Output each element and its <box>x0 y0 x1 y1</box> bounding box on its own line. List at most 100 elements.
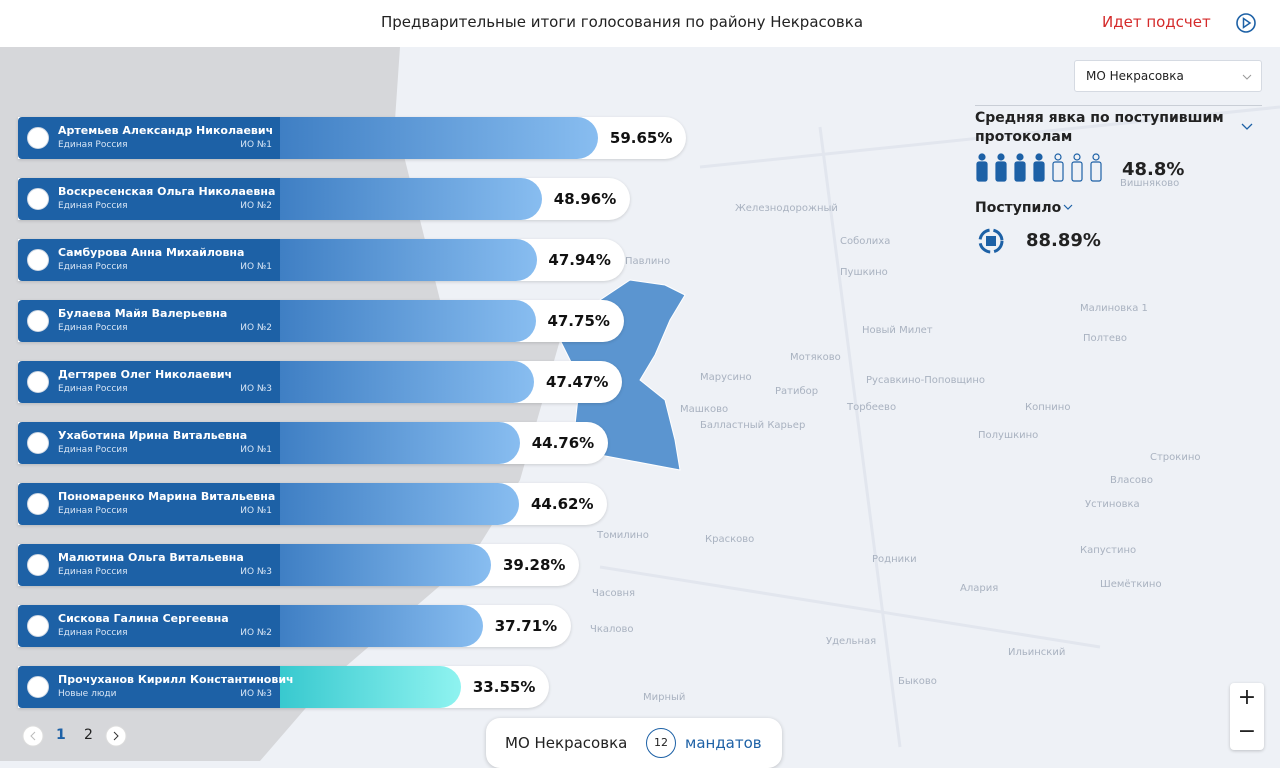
map-label: Власово <box>1110 475 1154 486</box>
prev-page[interactable] <box>22 725 44 747</box>
map-label: Железнодорожный <box>735 203 838 214</box>
candidate-info: Сискова Галина Сергеевна Единая Россия ИО … <box>18 605 280 647</box>
result-bar <box>280 178 543 220</box>
candidate-row: Воскресенская Ольга Николаевна Единая Рос… <box>18 178 686 220</box>
header: Предварительные итоги голосования по рай… <box>0 0 1280 47</box>
map-label: Мотяково <box>790 352 841 363</box>
map-label: Полушкино <box>978 430 1039 441</box>
collapse[interactable] <box>1240 122 1254 132</box>
candidate-info: Пономаренко Марина Витальевна Единая Росс… <box>18 483 280 525</box>
party-name: Единая Россия <box>58 140 128 150</box>
map-label: Торбеево <box>847 402 897 413</box>
candidate-name: Самбурова Анна Михайловна <box>58 246 245 259</box>
percent-label: 47.94% <box>548 251 611 269</box>
result-bar <box>280 605 483 647</box>
result-bar <box>280 239 537 281</box>
result-bar <box>280 544 492 586</box>
party-logo <box>27 432 49 454</box>
party-name: Единая Россия <box>58 567 128 577</box>
candidate-row: Артемьев Александр Николаевич Единая Росс… <box>18 117 687 159</box>
percent-label: 44.62% <box>531 495 594 513</box>
candidate-name: Прочуханов Кирилл Константинович <box>58 673 294 686</box>
candidate-name: Дегтярев Олег Николаевич <box>58 368 233 381</box>
district: ИО №1 <box>240 445 272 455</box>
party-name: Единая Россия <box>58 384 128 394</box>
candidate-info: Малютина Ольга Витальевна Единая Россия ИО… <box>18 544 280 586</box>
percent-label: 48.96% <box>553 190 617 208</box>
zoom-in[interactable]: + <box>1237 685 1257 710</box>
percent-label: 44.76% <box>531 434 595 452</box>
map-label: Красково <box>705 534 755 545</box>
turnout-value: 48.8% <box>1122 159 1185 180</box>
person-icon <box>1052 153 1064 182</box>
candidate-info: Ухаботина Ирина Витальевна Единая Россия И… <box>18 422 280 464</box>
party-logo <box>27 554 49 576</box>
party-logo <box>27 188 49 210</box>
candidate-row: Ухаботина Ирина Витальевна Единая Россия И… <box>18 422 686 464</box>
percent-label: 47.75% <box>547 312 610 330</box>
party-name: Новые люди <box>58 689 117 699</box>
candidate-row: Самбурова Анна Михайловна Единая Россия ИО… <box>18 239 686 281</box>
seats-count: 12 <box>646 728 676 758</box>
map-label: Копнино <box>1025 402 1071 413</box>
turnout-icons <box>976 153 1102 182</box>
district: ИО №2 <box>240 201 272 211</box>
party-logo <box>27 127 49 149</box>
map-label: Соболиха <box>840 236 891 247</box>
party-name: Единая Россия <box>58 506 128 516</box>
select-value: МО Некрасовка <box>1086 69 1184 83</box>
district: ИО №2 <box>240 323 272 333</box>
candidate-row: Сискова Галина Сергеевна Единая Россия ИО … <box>18 605 686 647</box>
area-select[interactable]: МО Некрасовка <box>1074 60 1262 92</box>
result-bar <box>280 300 536 342</box>
candidate-row: Булаева Майя Валерьевна Единая Россия ИО №… <box>18 300 686 342</box>
candidate-name: Булаева Майя Валерьевна <box>58 307 228 320</box>
percent-label: 37.71% <box>494 617 558 635</box>
status: Идет подсчет <box>1102 13 1211 31</box>
map-label: Полтево <box>1083 333 1128 344</box>
map-label: Алария <box>960 583 999 594</box>
party-logo <box>27 310 49 332</box>
footer-card: МО Некрасовка 12 мандатов <box>486 718 782 768</box>
map-label: Русавкино-Поповщино <box>866 375 986 386</box>
page-number[interactable]: 1 <box>56 727 66 743</box>
received-value: 88.89% <box>1026 230 1101 251</box>
candidate-name: Воскресенская Ольга Николаевна <box>58 185 276 198</box>
percent-label: 47.47% <box>545 373 609 391</box>
district: ИО №3 <box>240 567 272 577</box>
result-bar <box>280 422 520 464</box>
person-icon <box>995 153 1007 182</box>
area-name: МО Некрасовка <box>505 734 628 752</box>
map-label: Капустино <box>1080 545 1137 556</box>
map-label: Быково <box>898 676 937 687</box>
page-number[interactable]: 2 <box>84 727 93 743</box>
map-label: Балластный Карьер <box>700 420 806 431</box>
candidate-name: Ухаботина Ирина Витальевна <box>58 429 248 442</box>
chevron[interactable] <box>1062 203 1074 213</box>
play-button[interactable] <box>1235 12 1257 34</box>
candidate-row: Пономаренко Марина Витальевна Единая Росс… <box>18 483 686 525</box>
result-bar <box>280 117 599 159</box>
map-label: Родники <box>872 554 917 565</box>
next-page[interactable] <box>105 725 127 747</box>
map-label: Томилино <box>597 530 649 541</box>
person-icon <box>976 153 988 182</box>
map-label: Устиновка <box>1085 499 1140 510</box>
map-label: Марусино <box>700 372 752 383</box>
seats-label: мандатов <box>685 734 762 752</box>
map-label: Малиновка 1 <box>1080 303 1148 314</box>
candidate-info: Воскресенская Ольга Николаевна Единая Рос… <box>18 178 280 220</box>
zoom-out[interactable]: − <box>1237 719 1257 744</box>
divider <box>975 105 1262 106</box>
candidate-row: Дегтярев Олег Николаевич Единая Россия ИО … <box>18 361 686 403</box>
party-logo <box>27 493 49 515</box>
party-logo <box>27 371 49 393</box>
zoom-control: + − <box>1230 683 1264 750</box>
candidate-row: Малютина Ольга Витальевна Единая Россия ИО… <box>18 544 686 586</box>
map-label: Павлино <box>625 256 671 267</box>
result-bar <box>280 361 535 403</box>
map-label: Ильинский <box>1008 647 1066 658</box>
page-title: Предварительные итоги голосования по рай… <box>380 13 864 31</box>
turnout-label: Средняя явка по поступившим протоколам <box>975 110 1224 145</box>
